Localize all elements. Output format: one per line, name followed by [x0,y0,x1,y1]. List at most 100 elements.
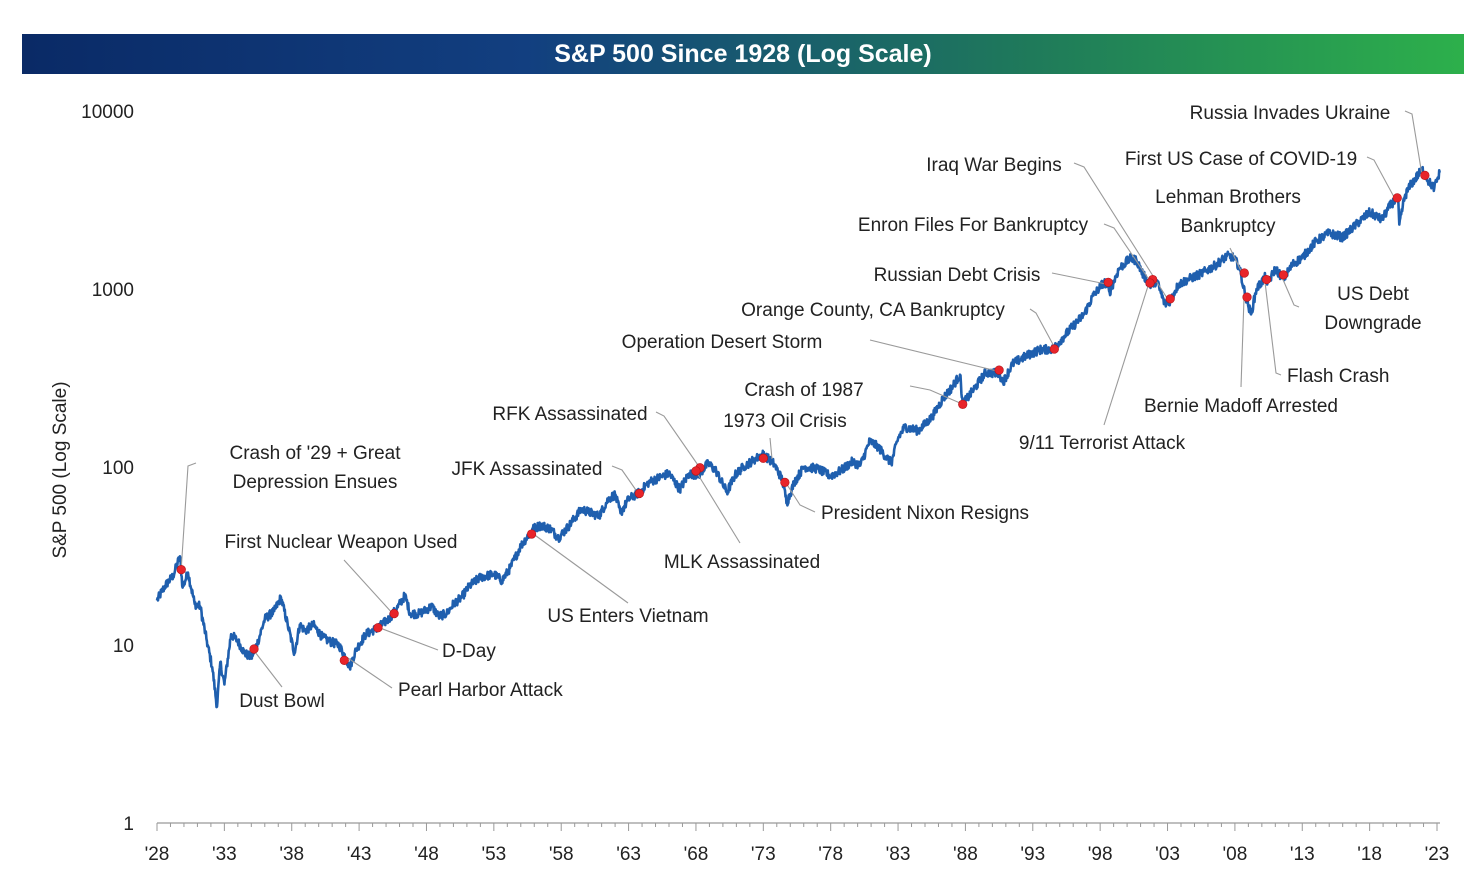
event-marker-us-debt [1278,270,1288,280]
x-tick-label: '08 [1223,844,1248,865]
x-tick-label: '03 [1155,844,1180,865]
event-label-1973-oil-crisis: 1973 Oil Crisis [723,411,847,432]
x-tick-label: '48 [414,844,439,865]
event-marker-russia-invades-ukraine [1420,170,1430,180]
event-marker-dust-bowl [249,644,259,654]
event-label-bernie-madoff-arrested: Bernie Madoff Arrested [1144,396,1338,417]
leader-first-nuclear-weapon-used [343,559,395,616]
event-label-enron-files-for-bankruptcy: Enron Files For Bankruptcy [858,215,1089,236]
leader-jfk-assassinated [611,465,639,494]
event-label-crash-of-29-great-line2: Depression Ensues [233,472,398,493]
event-marker-iraq-war-begins [1165,294,1175,304]
event-label-9-11-terrorist-attack: 9/11 Terrorist Attack [1019,433,1186,454]
leader-first-us-case-of-covid-19 [1366,156,1395,198]
series-layer [155,165,1441,709]
event-marker-d-day [373,623,383,633]
event-label-crash-of-1987: Crash of 1987 [744,380,863,401]
annotation-leaders [180,110,1423,689]
x-tick-label: '83 [886,844,911,865]
leader-crash-of-1987 [909,385,961,404]
y-tick-label: 10000 [81,102,134,123]
x-tick-label: '58 [549,844,574,865]
leader-operation-desert-storm [869,339,998,372]
event-label-lehman-brothers-line2: Bankruptcy [1180,216,1276,237]
leader-d-day [379,627,439,651]
x-tick-label: '68 [684,844,709,865]
event-marker-crash-of-1987 [958,399,968,409]
leader-mlk-assassinated [696,472,741,544]
x-tick-label: '13 [1290,844,1315,865]
y-axis-label: S&P 500 (Log Scale) [50,381,71,558]
event-label-us-enters-vietnam: US Enters Vietnam [547,606,708,627]
leader-us-debt [1280,274,1300,308]
x-tick-label: '43 [347,844,372,865]
event-label-dust-bowl: Dust Bowl [239,691,325,712]
event-label-crash-of-29-great: Crash of '29 + Great [229,443,401,464]
event-marker-9-11-terrorist-attack [1145,278,1155,288]
event-marker-crash-of-29-great [176,565,186,575]
leader-iraq-war-begins [1073,162,1168,299]
leader-rfk-assassinated [655,411,701,469]
leader-crash-of-29-great [180,462,197,573]
event-marker-mlk-assassinated [691,466,701,476]
event-label-jfk-assassinated: JFK Assassinated [451,459,602,480]
event-label-russian-debt-crisis: Russian Debt Crisis [874,265,1041,286]
y-tick-label: 1000 [92,280,134,301]
event-marker-us-enters-vietnam [526,529,537,539]
event-marker-first-us-case-of-covid-19 [1392,193,1402,203]
event-marker-lehman-brothers [1239,268,1249,278]
leader-9-11-terrorist-attack [1103,285,1149,426]
x-tick-label: '93 [1020,844,1045,865]
y-tick-label: 1 [123,814,134,835]
event-marker-president-nixon-resigns [780,477,790,487]
leader-russian-debt-crisis [1051,272,1107,285]
event-label-mlk-assassinated: MLK Assassinated [664,552,820,573]
x-tick-label: '53 [481,844,506,865]
event-label-operation-desert-storm: Operation Desert Storm [622,332,823,353]
event-marker-russian-debt-crisis [1103,277,1113,287]
chart-title: S&P 500 Since 1928 (Log Scale) [554,39,932,68]
event-label-orange-county-ca-bankruptcy: Orange County, CA Bankruptcy [741,300,1005,321]
chart-title-bar: S&P 500 Since 1928 (Log Scale) [22,34,1464,74]
event-label-lehman-brothers: Lehman Brothers [1155,187,1301,208]
event-label-us-debt: US Debt [1337,284,1410,305]
x-tick-label: '38 [279,844,304,865]
event-marker-1973-oil-crisis [758,453,768,463]
leader-orange-county-ca-bankruptcy [1029,308,1057,351]
y-axis: 1 10 100 1000 10000 [81,102,134,835]
event-label-iraq-war-begins: Iraq War Begins [926,155,1062,176]
leader-enron-files-for-bankruptcy [1103,223,1151,282]
series-line-sp500 [155,165,1441,709]
leader-pearl-harbor-attack [344,655,393,689]
x-tick-label: '88 [953,844,978,865]
leader-dust-bowl [254,651,283,688]
event-marker-operation-desert-storm [994,365,1004,375]
x-tick-label: '63 [616,844,641,865]
y-tick-label: 100 [102,458,134,479]
leader-1973-oil-crisis [769,437,773,460]
x-tick-label: '23 [1425,844,1450,865]
x-tick-label: '33 [212,844,237,865]
event-label-russia-invades-ukraine: Russia Invades Ukraine [1190,103,1391,124]
event-label-pearl-harbor-attack: Pearl Harbor Attack [398,680,563,701]
event-label-first-us-case-of-covid-19: First US Case of COVID-19 [1125,149,1357,170]
event-label-us-debt-line2: Downgrade [1324,313,1421,334]
x-tick-label: '18 [1357,844,1382,865]
annotation-labels: Crash of '29 + Great Depression Ensues Fir… [224,103,1421,712]
event-label-rfk-assassinated: RFK Assassinated [492,404,647,425]
leader-russia-invades-ukraine [1404,110,1423,176]
x-tick-label: '78 [818,844,843,865]
leader-us-enters-vietnam [531,532,629,604]
x-tick-label: '28 [145,844,170,865]
event-marker-pearl-harbor-attack [339,655,349,665]
leader-flash-crash [1264,281,1282,376]
event-marker-jfk-assassinated [634,488,644,499]
event-markers [176,170,1430,665]
event-marker-bernie-madoff-arrested [1242,292,1252,302]
event-marker-first-nuclear-weapon-used [389,609,399,619]
event-marker-flash-crash [1261,274,1272,285]
x-tick-label: '73 [751,844,776,865]
leader-president-nixon-resigns [785,482,816,513]
event-label-president-nixon-resigns: President Nixon Resigns [821,503,1029,524]
